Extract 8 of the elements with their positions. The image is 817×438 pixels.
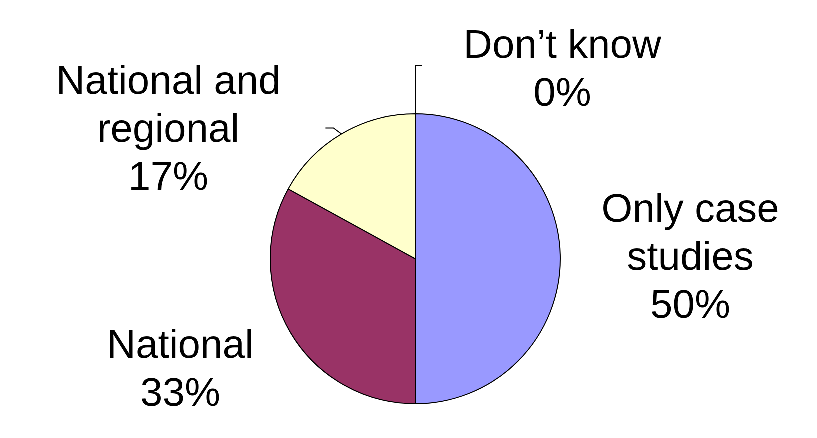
data-label: 17% xyxy=(128,155,209,200)
category-label: Don’t know xyxy=(464,23,662,68)
slice-label: Only case studies xyxy=(602,187,780,280)
slice-label: National xyxy=(107,323,254,368)
data-label: 50% xyxy=(650,283,731,328)
text: 0% xyxy=(534,71,592,116)
data-label: 33% xyxy=(140,371,221,416)
slice-label: National and regional xyxy=(56,59,281,152)
